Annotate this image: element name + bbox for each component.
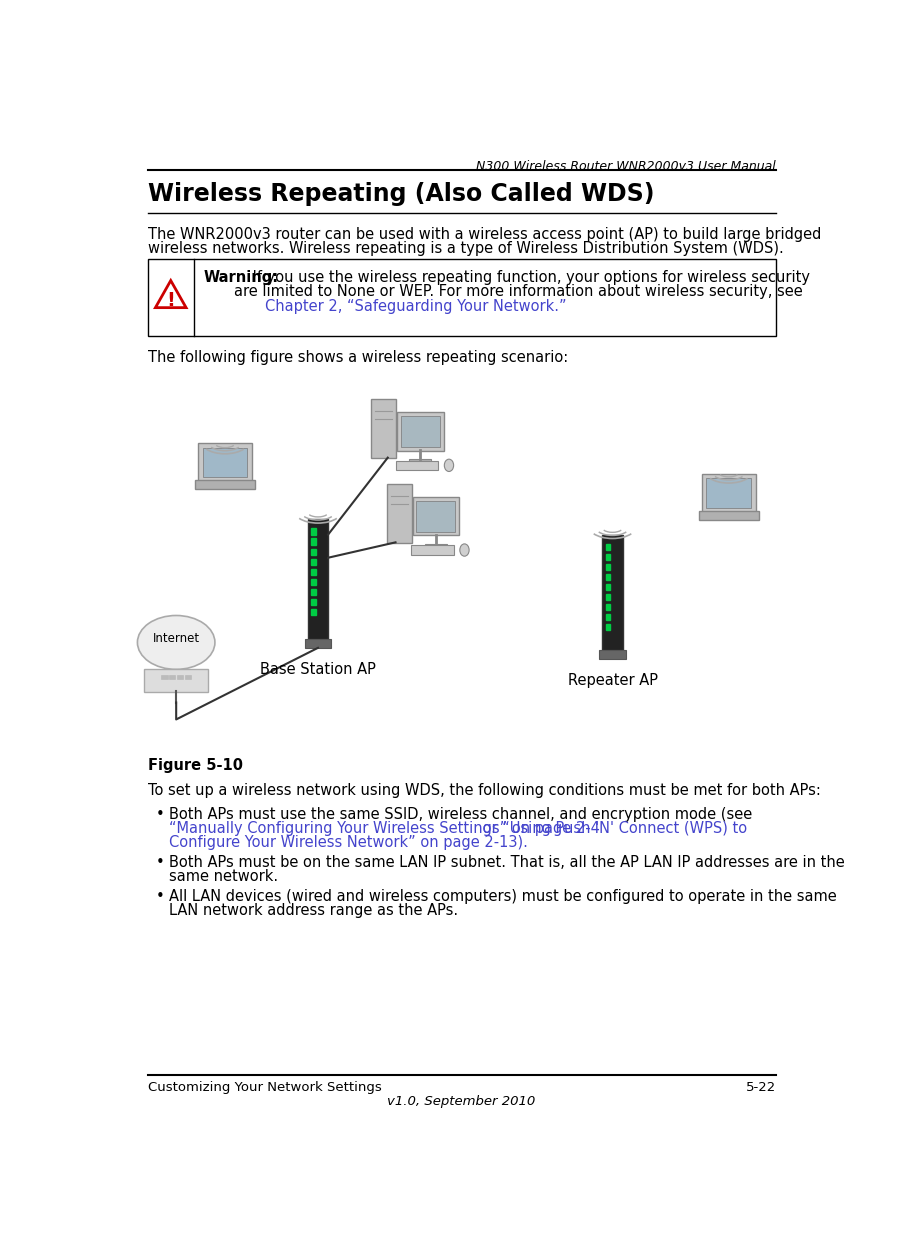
Bar: [311, 539, 315, 545]
FancyBboxPatch shape: [698, 511, 759, 520]
Text: All LAN devices (wired and wireless computers) must be configured to operate in : All LAN devices (wired and wireless comp…: [169, 889, 837, 904]
Text: The following figure shows a wireless repeating scenario:: The following figure shows a wireless re…: [148, 350, 568, 365]
FancyBboxPatch shape: [305, 638, 332, 648]
Bar: [177, 675, 183, 680]
FancyBboxPatch shape: [397, 413, 443, 450]
Text: Customizing Your Network Settings: Customizing Your Network Settings: [148, 1081, 381, 1095]
Bar: [311, 579, 315, 585]
Bar: [605, 554, 610, 560]
Text: •: •: [155, 855, 164, 870]
Bar: [605, 624, 610, 630]
Text: The WNR2000v3 router can be used with a wireless access point (AP) to build larg: The WNR2000v3 router can be used with a …: [148, 227, 821, 242]
Bar: [605, 614, 610, 620]
Text: wireless networks. Wireless repeating is a type of Wireless Distribution System : wireless networks. Wireless repeating is…: [148, 241, 783, 256]
Text: Chapter 2, “Safeguarding Your Network.”: Chapter 2, “Safeguarding Your Network.”: [265, 299, 567, 314]
Bar: [605, 564, 610, 570]
Bar: [311, 609, 315, 615]
FancyBboxPatch shape: [396, 460, 438, 470]
Text: or “Using Push 'N' Connect (WPS) to: or “Using Push 'N' Connect (WPS) to: [478, 821, 747, 835]
Text: N300 Wireless Router WNR2000v3 User Manual: N300 Wireless Router WNR2000v3 User Manu…: [477, 161, 776, 173]
FancyBboxPatch shape: [599, 650, 625, 660]
Text: Repeater AP: Repeater AP: [568, 673, 658, 688]
FancyBboxPatch shape: [387, 484, 412, 544]
FancyBboxPatch shape: [401, 416, 440, 446]
FancyBboxPatch shape: [411, 545, 453, 555]
Bar: [605, 594, 610, 600]
Text: •: •: [155, 807, 164, 822]
Text: Internet: Internet: [152, 632, 200, 645]
Bar: [605, 584, 610, 590]
FancyBboxPatch shape: [702, 474, 756, 513]
Text: 5-22: 5-22: [746, 1081, 776, 1095]
FancyBboxPatch shape: [371, 399, 396, 459]
Bar: [311, 549, 315, 555]
FancyBboxPatch shape: [198, 443, 252, 481]
FancyBboxPatch shape: [706, 479, 751, 508]
FancyBboxPatch shape: [203, 448, 248, 476]
FancyBboxPatch shape: [416, 501, 455, 531]
FancyBboxPatch shape: [144, 668, 208, 692]
Ellipse shape: [444, 459, 453, 471]
Bar: [311, 559, 315, 565]
Bar: [169, 675, 176, 680]
Text: Both APs must use the same SSID, wireless channel, and encryption mode (see: Both APs must use the same SSID, wireles…: [169, 807, 757, 822]
Text: !: !: [167, 291, 175, 311]
Bar: [311, 589, 315, 595]
Text: LAN network address range as the APs.: LAN network address range as the APs.: [169, 903, 459, 918]
Bar: [161, 675, 168, 680]
Bar: [311, 569, 315, 575]
FancyBboxPatch shape: [413, 496, 459, 535]
Text: If you use the wireless repeating function, your options for wireless security: If you use the wireless repeating functi…: [249, 269, 810, 284]
Text: To set up a wireless network using WDS, the following conditions must be met for: To set up a wireless network using WDS, …: [148, 783, 821, 798]
FancyBboxPatch shape: [425, 544, 447, 547]
FancyBboxPatch shape: [409, 459, 432, 463]
Bar: [605, 544, 610, 550]
Text: Warning:: Warning:: [204, 269, 278, 284]
Bar: [185, 675, 191, 680]
Text: are limited to None or WEP. For more information about wireless security, see: are limited to None or WEP. For more inf…: [234, 284, 803, 299]
Bar: [311, 599, 315, 605]
Text: Wireless Repeating (Also Called WDS): Wireless Repeating (Also Called WDS): [148, 182, 654, 206]
Text: •: •: [155, 889, 164, 904]
Text: Configure Your Wireless Network” on page 2-13).: Configure Your Wireless Network” on page…: [169, 835, 528, 850]
FancyBboxPatch shape: [603, 535, 623, 650]
Text: Figure 5-10: Figure 5-10: [148, 758, 242, 773]
FancyBboxPatch shape: [148, 259, 776, 335]
Text: v1.0, September 2010: v1.0, September 2010: [387, 1095, 535, 1109]
FancyBboxPatch shape: [308, 519, 328, 638]
Text: “Manually Configuring Your Wireless Settings” on page 2-4: “Manually Configuring Your Wireless Sett…: [169, 821, 600, 835]
Text: Base Station AP: Base Station AP: [260, 662, 376, 677]
Text: Both APs must be on the same LAN IP subnet. That is, all the AP LAN IP addresses: Both APs must be on the same LAN IP subn…: [169, 855, 845, 870]
Text: same network.: same network.: [169, 869, 278, 884]
FancyBboxPatch shape: [195, 480, 255, 489]
Bar: [605, 604, 610, 610]
Ellipse shape: [138, 616, 215, 670]
Bar: [311, 529, 315, 535]
Bar: [605, 574, 610, 580]
Ellipse shape: [460, 544, 469, 556]
